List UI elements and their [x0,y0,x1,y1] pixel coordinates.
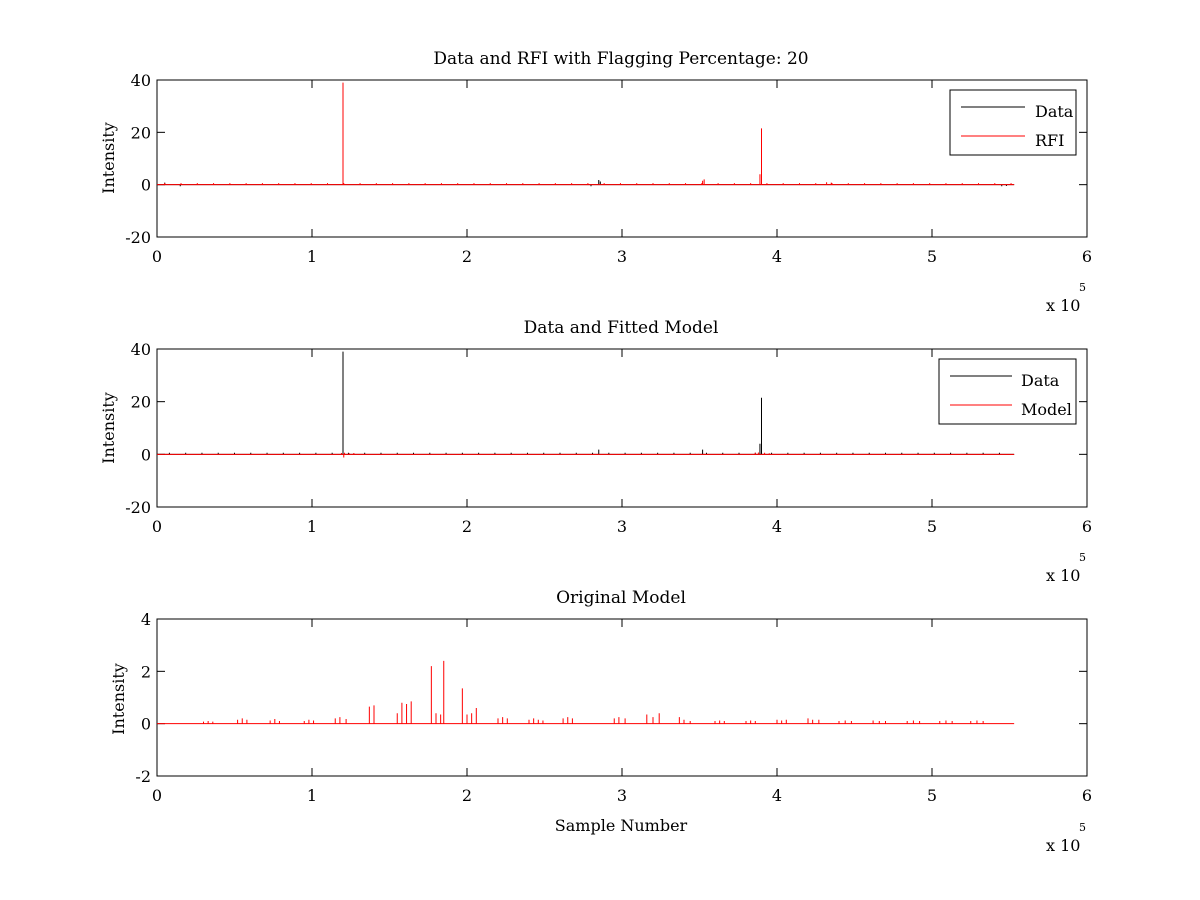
subplot-3-y-tick-label: 0 [141,715,151,734]
subplot-2-legend-label-data: Data [1021,371,1060,390]
subplot-3-series-model-line [157,660,1015,725]
subplot-1-x-tick-label: 0 [152,247,162,266]
subplot-3-x-tick-label: 0 [152,786,162,805]
subplot-2-legend: Data Model [938,358,1077,425]
subplot-3-y-tick-label: 2 [141,662,151,681]
subplot-2-x-tick-label: 1 [307,517,317,536]
subplot-2-x-tick-label: 6 [1082,517,1092,536]
subplot-1-x-multiplier-exponent: 5 [1079,281,1086,294]
subplot-1-legend: Data RFI [949,89,1077,156]
subplot-1-legend-box [949,89,1077,156]
subplot-2-x-tick-label: 5 [927,517,937,536]
subplot-1-x-tick-label: 2 [462,247,472,266]
subplot-2-y-tick-label: 0 [141,445,151,464]
subplot-2-y-tick-label: 40 [131,340,151,359]
subplot-1-title: Data and RFI with Flagging Percentage: 2… [433,49,808,69]
subplot-3-y-tick-label: 4 [141,610,151,629]
subplot-2-x-tick-label: 4 [772,517,782,536]
subplot-1-x-tick-label: 3 [617,247,627,266]
subplot-2-x-tick-label: 2 [462,517,472,536]
subplot-2-legend-label-model: Model [1021,400,1072,419]
subplot-3-x-multiplier: x 10 [1046,836,1080,855]
subplot-1-legend-label-data: Data [1035,102,1074,121]
subplot-1-x-multiplier: x 10 [1046,296,1080,315]
subplot-1-x-tick-label: 6 [1082,247,1092,266]
subplot-3-x-multiplier-exponent: 5 [1079,821,1086,834]
subplot-1-y-tick-label: 0 [141,176,151,195]
subplot-2-y-tick-label: 20 [131,393,151,412]
subplot-2-x-multiplier: x 10 [1046,566,1080,585]
subplot-1-x-tick-label: 5 [927,247,937,266]
subplot-1-legend-label-rfi: RFI [1035,131,1064,150]
subplot-2-title: Data and Fitted Model [524,318,719,338]
subplot-2-x-multiplier-exponent: 5 [1079,551,1086,564]
subplot-data-and-rfi: Data and RFI with Flagging Percentage: 2… [99,49,1092,315]
subplot-data-and-fitted-model: Data and Fitted Model Intensity 0 1 2 3 4 5 6 -… [99,318,1092,585]
subplot-3-xlabel: Sample Number [555,816,688,835]
subplot-1-y-tick-label: 20 [131,123,151,142]
subplot-1-series-rfi-line [157,82,1015,186]
subplot-3-x-tick-label: 6 [1082,786,1092,805]
subplot-1-x-tick-label: 1 [307,247,317,266]
subplot-3-x-tick-label: 2 [462,786,472,805]
subplot-2-y-tick-label: -20 [125,498,151,517]
subplot-3-title: Original Model [556,588,686,608]
subplot-3-x-tick-label: 5 [927,786,937,805]
subplot-3-ylabel: Intensity [109,663,128,735]
subplot-1-x-tick-label: 4 [772,247,782,266]
subplot-3-x-tick-label: 4 [772,786,782,805]
subplot-2-series-model-line [157,452,1015,458]
subplot-2-x-tick-label: 3 [617,517,627,536]
subplot-1-ylabel: Intensity [99,122,118,194]
subplot-2-x-tick-label: 0 [152,517,162,536]
subplot-1-y-tick-label: 40 [131,71,151,90]
subplot-1-y-tick-label: -20 [125,228,151,247]
subplot-2-ylabel: Intensity [99,392,118,464]
subplot-2-legend-box [938,358,1077,425]
subplot-3-x-tick-label: 3 [617,786,627,805]
subplot-3-x-tick-label: 1 [307,786,317,805]
subplot-3-y-tick-label: -2 [135,767,151,786]
